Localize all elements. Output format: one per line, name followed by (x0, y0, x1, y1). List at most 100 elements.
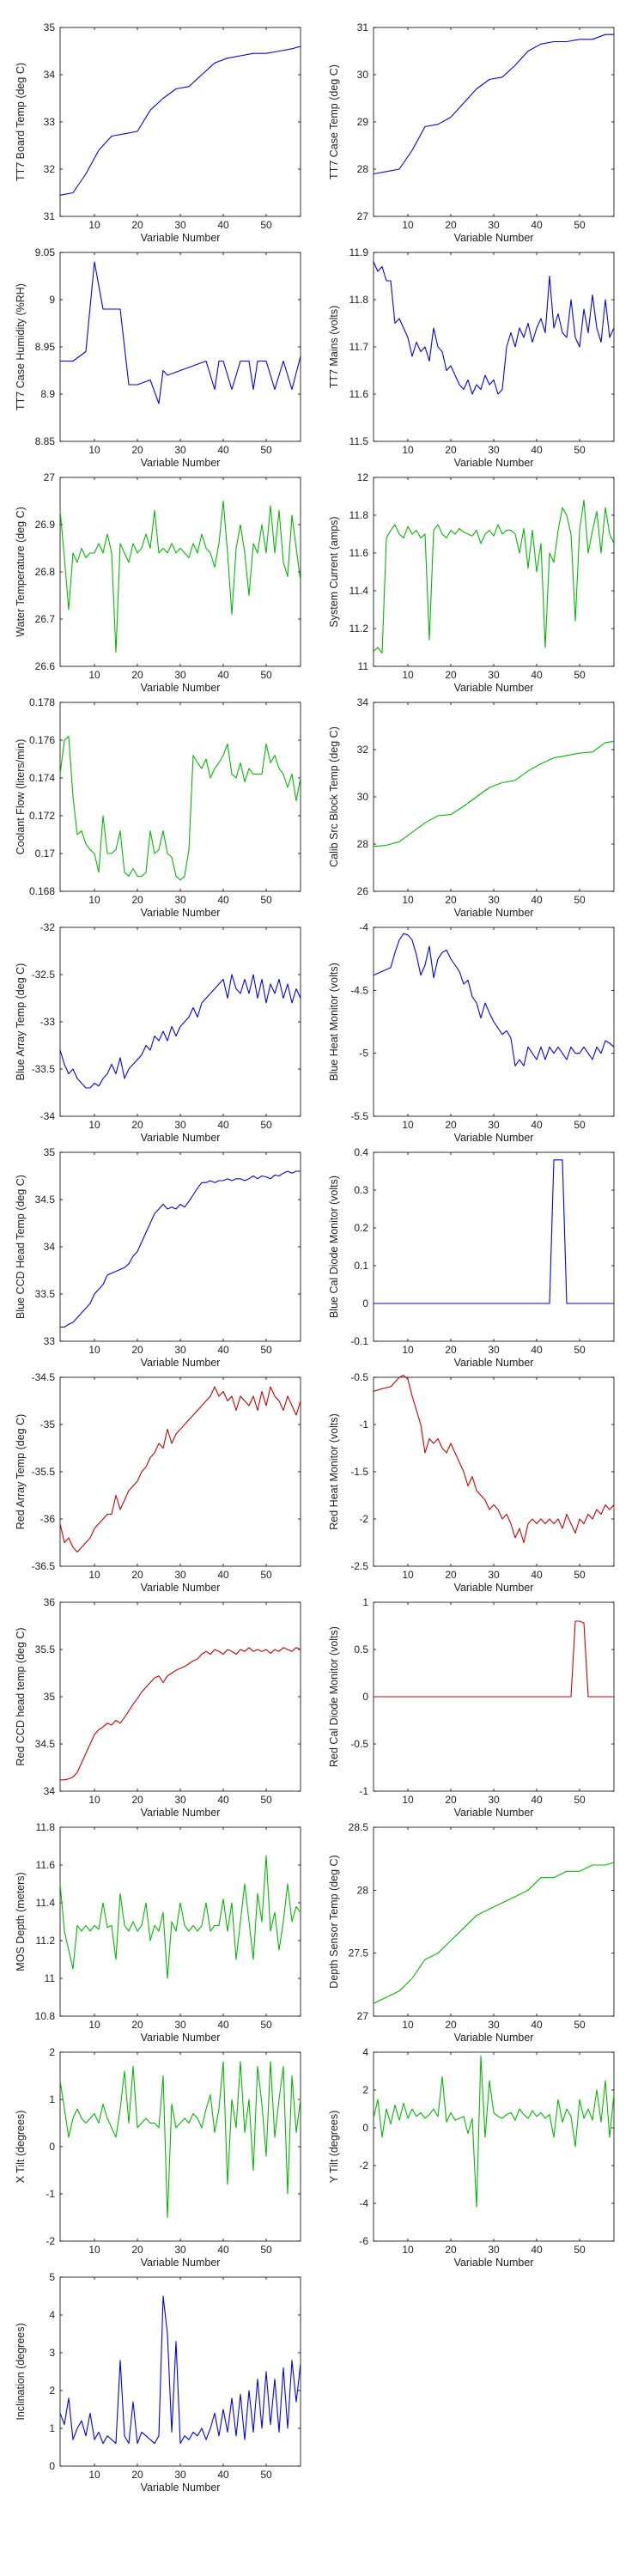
y-tick-label: -2 (359, 2160, 368, 2172)
series-line (60, 1170, 301, 1328)
y-tick-label: 26.7 (35, 613, 56, 625)
chart-panel-0: 10 20 30 40 50 31 32 33 34 35 Variable Number TT7 B… (15, 21, 301, 244)
x-tick-label: 30 (174, 444, 186, 456)
series-line (373, 1375, 615, 1544)
x-tick-label: 40 (531, 444, 543, 456)
y-tick-label: 0 (362, 2122, 368, 2134)
x-axis-label: Variable Number (141, 1357, 221, 1369)
y-tick-label: -34 (40, 1110, 56, 1122)
x-axis-label: Variable Number (454, 907, 534, 919)
x-tick-label: 50 (260, 219, 272, 231)
y-axis-label: Blue CCD Head Temp (deg C) (15, 1175, 27, 1319)
y-tick-label: 34.5 (35, 1194, 56, 1206)
x-tick-label: 10 (88, 1569, 100, 1581)
y-tick-label: 11.8 (349, 509, 369, 521)
y-tick-label: 34 (357, 696, 369, 708)
series-line (374, 1620, 614, 1698)
y-tick-label: 0 (362, 1297, 368, 1309)
y-tick-label: 0 (362, 1691, 368, 1703)
x-tick-label: 50 (260, 2019, 272, 2031)
y-tick-label: 1 (49, 2422, 55, 2434)
chart-panel-6: 10 20 30 40 50 0.168 0.17 0.172 0.174 0.176 0.178 V… (15, 696, 301, 919)
y-tick-label: 35 (44, 1691, 56, 1703)
y-tick-label: 11.4 (36, 1897, 56, 1909)
x-tick-label: 10 (402, 1119, 414, 1131)
x-tick-label: 30 (174, 1569, 186, 1581)
x-tick-label: 10 (402, 2019, 414, 2031)
y-tick-label: 2 (49, 2046, 55, 2058)
y-axis-label: Red Heat Monitor (volts) (328, 1413, 340, 1529)
x-tick-label: 50 (260, 444, 272, 456)
y-tick-label: 35 (44, 1146, 56, 1158)
y-axis-label: Inclination (degrees) (15, 2323, 27, 2420)
x-tick-label: 10 (402, 1794, 414, 1806)
y-tick-label: 12 (357, 471, 369, 483)
y-tick-label: 35 (44, 21, 56, 33)
x-tick-label: 10 (88, 1794, 100, 1806)
y-axis-label: System Current (amps) (328, 516, 340, 627)
y-tick-label: 11.8 (349, 294, 369, 306)
y-tick-label: 35.5 (35, 1643, 56, 1656)
x-tick-label: 10 (402, 894, 414, 906)
chart-panel-19: 10 20 30 40 50 -6 -4 -2 0 2 4 Variable Number Y Tilt… (328, 2046, 615, 2269)
y-tick-label: -0.1 (350, 1335, 368, 1347)
x-tick-label: 20 (131, 2019, 143, 2031)
y-tick-label: 0.176 (29, 734, 55, 746)
y-axis-label: TT7 Case Temp (deg C) (328, 64, 340, 179)
y-tick-label: 34 (44, 1785, 56, 1797)
y-tick-label: -4 (359, 921, 368, 933)
y-tick-label: 26 (357, 885, 369, 897)
y-axis-label: Depth Sensor Temp (deg C) (328, 1855, 340, 1988)
series-line (373, 261, 615, 395)
y-tick-label: -34.5 (32, 1371, 56, 1383)
x-tick-label: 20 (131, 2244, 143, 2256)
x-tick-label: 20 (131, 1794, 143, 1806)
x-tick-label: 40 (217, 2019, 229, 2031)
x-tick-label: 50 (574, 1569, 586, 1581)
chart-panel-9: 10 20 30 40 50 -5.5 -5 -4.5 -4 Variable Number Blu… (328, 921, 615, 1144)
x-tick-label: 40 (531, 669, 543, 681)
plot-frame (59, 27, 301, 217)
x-tick-label: 30 (174, 2019, 186, 2031)
plot-frame (373, 1151, 615, 1342)
x-tick-label: 10 (402, 669, 414, 681)
x-tick-label: 30 (174, 2469, 186, 2481)
chart-panel-7: 10 20 30 40 50 26 28 30 32 34 Variable Number Calib… (328, 696, 615, 919)
x-tick-label: 50 (574, 219, 586, 231)
y-tick-label: 26.9 (35, 519, 56, 531)
plot-frame (373, 1826, 615, 2017)
x-tick-label: 50 (260, 2469, 272, 2481)
y-tick-label: 4 (49, 2309, 55, 2321)
series-line (373, 740, 615, 848)
x-tick-label: 20 (445, 1794, 457, 1806)
x-tick-label: 20 (131, 444, 143, 456)
y-tick-label: -32 (40, 921, 56, 933)
x-tick-label: 40 (217, 1344, 229, 1356)
chart-panel-8: 10 20 30 40 50 -34 -33.5 -33 -32.5 -32 Variable Nu… (15, 921, 301, 1144)
series-line (59, 1855, 301, 1979)
y-tick-label: 11 (45, 1972, 56, 1984)
x-axis-label: Variable Number (141, 2032, 221, 2044)
y-tick-label: 2 (362, 2084, 368, 2096)
y-tick-label: -36 (40, 1513, 56, 1525)
y-tick-label: 11 (358, 660, 369, 672)
y-tick-label: 31 (357, 21, 369, 33)
x-tick-label: 10 (402, 1569, 414, 1581)
y-tick-label: 9.05 (35, 246, 56, 258)
x-tick-label: 30 (174, 1344, 186, 1356)
y-tick-label: -0.5 (350, 1371, 368, 1383)
plot-frame (59, 477, 301, 667)
x-tick-label: 20 (131, 1344, 143, 1356)
x-tick-label: 50 (260, 2244, 272, 2256)
x-tick-label: 40 (217, 1794, 229, 1806)
x-tick-label: 30 (488, 219, 500, 231)
y-axis-label: MOS Depth (meters) (15, 1872, 27, 1971)
series-line (59, 1386, 301, 1553)
y-tick-label: 0.1 (354, 1260, 368, 1272)
y-tick-label: 5 (49, 2271, 55, 2283)
y-tick-label: 11.9 (349, 246, 369, 258)
y-tick-label: 33.5 (35, 1288, 56, 1300)
x-axis-label: Variable Number (454, 1132, 534, 1144)
x-tick-label: 40 (531, 2244, 543, 2256)
x-tick-label: 10 (402, 444, 414, 456)
